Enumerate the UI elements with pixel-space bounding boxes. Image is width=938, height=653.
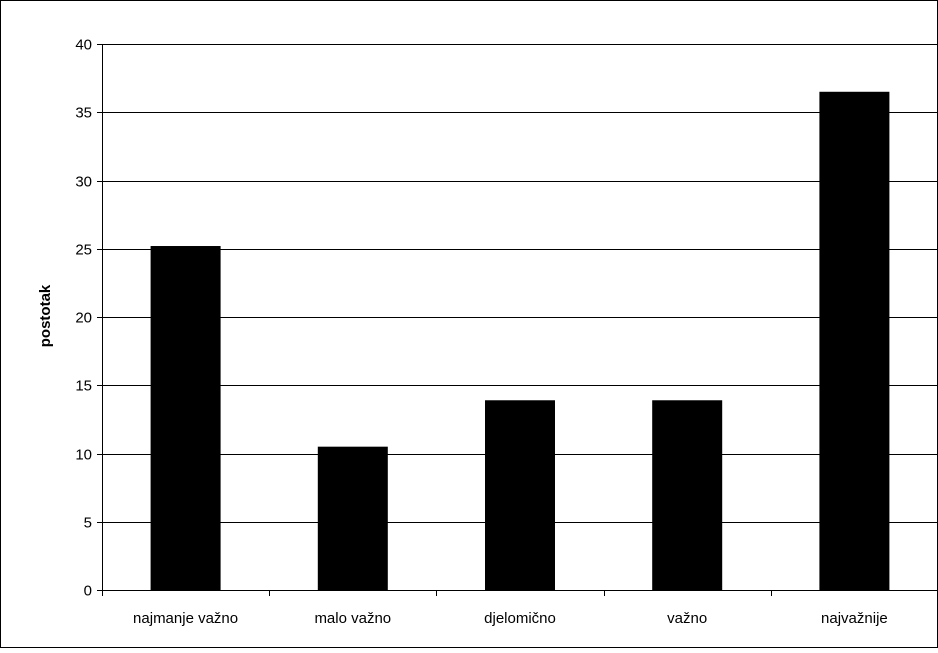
bar-4 xyxy=(819,92,889,590)
y-tick-label-5: 5 xyxy=(84,515,92,532)
y-tick-label-35: 35 xyxy=(75,105,92,122)
y-tick-label-0: 0 xyxy=(84,583,92,600)
y-tick-label-10: 10 xyxy=(75,447,92,464)
y-tick-label-15: 15 xyxy=(75,378,92,395)
x-tick-label-0: najmanje važno xyxy=(133,610,238,627)
y-tick-label-20: 20 xyxy=(75,310,92,327)
bar-2 xyxy=(485,400,555,590)
x-tick-label-2: djelomično xyxy=(484,610,556,627)
y-axis-title: postotak xyxy=(37,284,54,347)
bar-3 xyxy=(652,400,722,590)
x-tick-label-1: malo važno xyxy=(314,610,391,627)
bar-1 xyxy=(318,447,388,590)
x-tick-label-3: važno xyxy=(667,610,707,627)
bar-0 xyxy=(151,246,221,590)
x-tick-label-4: najvažnije xyxy=(821,610,888,627)
y-tick-label-30: 30 xyxy=(75,174,92,191)
y-tick-label-25: 25 xyxy=(75,242,92,259)
y-tick-label-40: 40 xyxy=(75,37,92,54)
